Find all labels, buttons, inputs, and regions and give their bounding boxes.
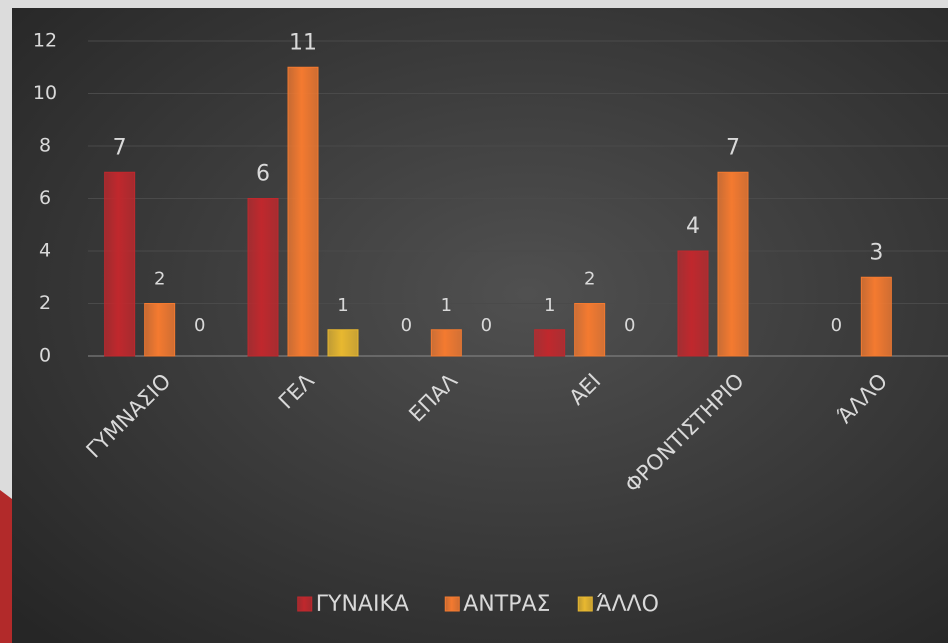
legend-marker [297,596,313,612]
data-label: 1 [544,295,555,316]
legend: ΓΥΝΑΙΚΑ ΑΝΤΡΑΣ ΆΛΛΟ [297,592,659,617]
legend-marker [577,596,593,612]
y-tick-label: 6 [39,187,51,209]
data-label: 0 [194,315,205,336]
bar [534,329,566,357]
data-label: 1 [337,295,348,316]
data-label: 0 [481,315,492,336]
bar [104,171,136,357]
data-label: 6 [256,162,270,187]
bar [144,303,176,357]
bar [860,276,892,357]
bar [327,329,359,357]
bar [430,329,462,357]
y-tick-label: 12 [33,30,57,52]
bar [247,198,279,357]
legend-label: ΑΝΤΡΑΣ [463,592,550,617]
data-label: 2 [154,269,165,290]
y-tick-label: 4 [39,240,51,262]
legend-label: ΓΥΝΑΙΚΑ [316,592,409,617]
data-label: 7 [113,135,127,160]
data-label: 4 [686,214,700,239]
data-label: 2 [584,269,595,290]
data-label: 0 [624,315,635,336]
y-tick-label: 8 [39,135,51,157]
data-label: 7 [726,135,740,160]
y-tick-label: 2 [39,292,51,314]
data-label: 11 [289,30,317,55]
bar [574,303,606,357]
data-label: 0 [831,315,842,336]
bar [677,250,709,357]
y-tick-label: 10 [33,82,57,104]
legend-label: ΆΛΛΟ [596,592,659,617]
bar [287,66,319,357]
data-label: 1 [441,295,452,316]
data-label: 3 [869,240,883,265]
data-label: 0 [401,315,412,336]
legend-marker [444,596,460,612]
bar [717,171,749,357]
y-tick-label: 0 [39,345,51,367]
